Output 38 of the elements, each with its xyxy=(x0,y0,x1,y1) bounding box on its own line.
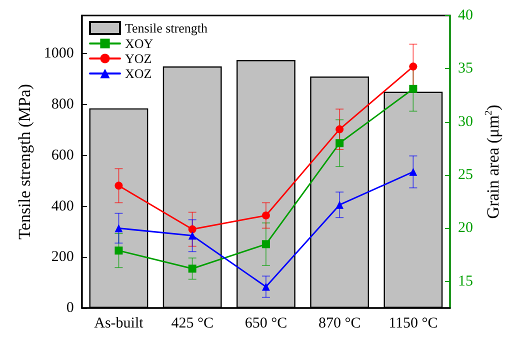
point xyxy=(409,84,418,93)
y2-tick-label: 20 xyxy=(458,220,473,236)
y-tick-label: 600 xyxy=(51,147,74,164)
x-tick-label: 425 °C xyxy=(171,316,214,332)
y2-tick-label: 40 xyxy=(458,8,473,24)
point xyxy=(188,225,196,234)
x-tick-label: 870 °C xyxy=(318,316,361,332)
point xyxy=(336,139,344,148)
y-axis-title: Tensile strength (MPa) xyxy=(15,84,34,240)
legend-label: XOY xyxy=(125,36,154,51)
y-tick-label: 200 xyxy=(51,249,74,266)
y-tick-label: 0 xyxy=(66,300,74,316)
point xyxy=(188,264,196,273)
point xyxy=(114,182,123,190)
y2-axis-title: Grain area (μm2) xyxy=(483,104,502,219)
y2-tick-label: 35 xyxy=(458,60,473,77)
point xyxy=(409,62,418,71)
point xyxy=(262,240,270,248)
x-tick-label: As-built xyxy=(94,316,144,332)
x-tick-label: 650 °C xyxy=(244,316,288,332)
point xyxy=(262,282,270,291)
point xyxy=(114,246,123,255)
point xyxy=(336,125,344,134)
legend-label: XOZ xyxy=(125,66,152,81)
legend-label: YOZ xyxy=(125,51,152,66)
y2-tick-label: 15 xyxy=(458,273,473,290)
x-tick-label: 1150 °C xyxy=(388,316,438,332)
point xyxy=(114,224,123,232)
y2-tick-label: 25 xyxy=(458,167,473,184)
point xyxy=(188,232,196,240)
y-tick-label: 800 xyxy=(51,96,74,113)
point xyxy=(409,168,418,176)
y-tick-label: 400 xyxy=(51,198,74,214)
point xyxy=(262,211,270,220)
y-tick-label: 1000 xyxy=(44,46,74,62)
legend-label: Tensile strength xyxy=(125,20,208,36)
y2-tick-label: 30 xyxy=(458,114,473,130)
point xyxy=(336,200,344,209)
